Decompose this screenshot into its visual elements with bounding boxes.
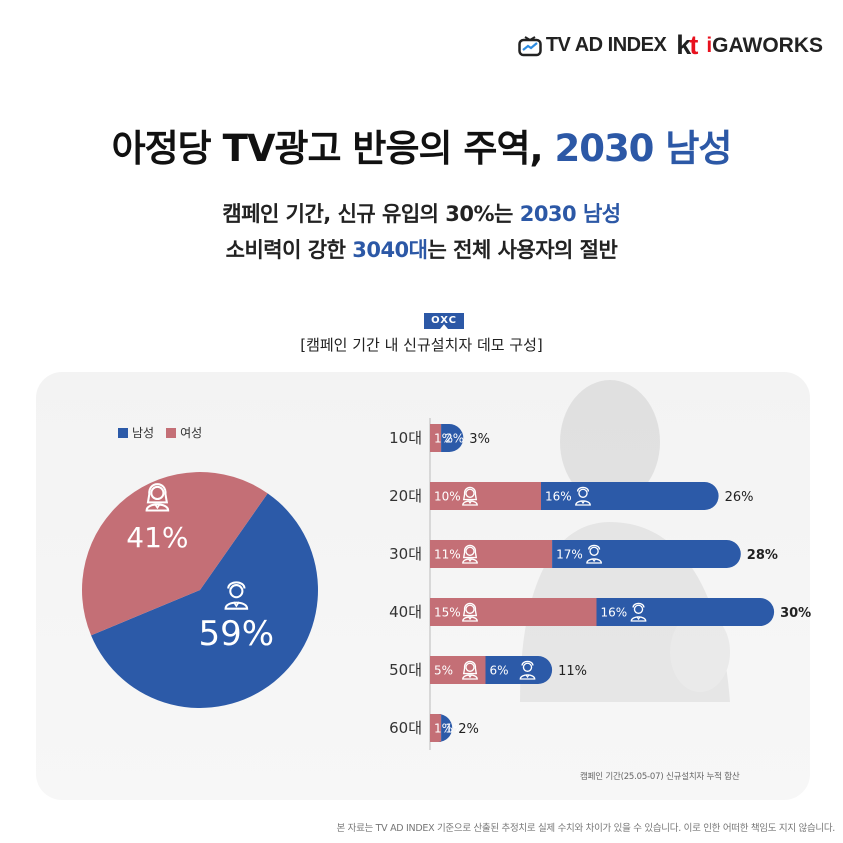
igaworks-logo: iGAWORKS — [706, 33, 823, 57]
legend-item-male: 남성 — [118, 424, 154, 441]
bar-female — [430, 714, 442, 742]
legend-item-female: 여성 — [166, 424, 202, 441]
pie-slice-male — [91, 493, 318, 708]
male-user-icon — [575, 486, 591, 506]
bar-total-label: 3% — [469, 432, 490, 447]
bar-male — [541, 482, 719, 510]
tv-ad-index-text: TV AD INDEX — [545, 34, 667, 56]
bar-label-female: 1% — [434, 722, 453, 736]
tv-icon — [518, 35, 542, 56]
bar-total-label: 28% — [747, 548, 778, 563]
bar-male — [438, 714, 453, 742]
bar-label-female: 1% — [434, 432, 453, 446]
subtitle-line-2: 소비력이 강한 3040대는 전체 사용자의 절반 — [225, 238, 618, 262]
female-user-icon — [462, 544, 478, 564]
legend-swatch-female — [166, 427, 177, 438]
bar-female — [430, 598, 597, 626]
kt-logo: kt — [676, 30, 698, 60]
male-user-icon — [630, 602, 647, 622]
bar-male — [596, 598, 775, 626]
bar-label-female: 15% — [434, 606, 461, 620]
bar-category-label: 10대 — [389, 429, 422, 447]
bar-category-label: 60대 — [389, 719, 422, 737]
bar-female — [430, 482, 541, 510]
female-user-icon — [462, 602, 478, 622]
brand-logos: TV AD INDEX kt iGAWORKS — [518, 30, 823, 61]
bar-total-label: 30% — [780, 606, 811, 621]
section-label: [캠페인 기간 내 신규설치자 데모 구성] — [300, 336, 543, 354]
bar-label-male: 2% — [445, 432, 464, 446]
bar-category-label: 50대 — [389, 661, 422, 679]
bar-label-male: 6% — [490, 664, 509, 678]
bar-male — [441, 424, 464, 452]
disclaimer: 본 자료는 TV AD INDEX 기준으로 산출된 추정치로 실제 수치와 차… — [336, 823, 835, 834]
bar-total-label: 2% — [458, 722, 479, 737]
age-gender-bar-chart: 10대 1%2% 3%20대 10% 16% 26%30대 11% 17% 28%40대 15% 1… — [389, 418, 811, 750]
bar-label-male: 17% — [556, 548, 583, 562]
bar-category-label: 30대 — [389, 545, 422, 563]
oxc-badge: OXC — [424, 313, 464, 329]
tv-ad-index-logo: TV AD INDEX — [518, 34, 667, 57]
pie-legend: 남성 여성 — [118, 424, 202, 441]
male-user-icon — [586, 544, 602, 564]
bar-label-female: 11% — [434, 548, 461, 562]
legend-swatch-male — [118, 427, 128, 438]
pie-male-user-icon — [224, 581, 249, 610]
bar-total-label: 11% — [558, 664, 587, 679]
bar-total-label: 26% — [725, 490, 754, 505]
page-title: 아정당 TV광고 반응의 주역, 2030 남성 — [111, 127, 733, 170]
bar-label-male: 16% — [601, 606, 628, 620]
pie-label-female: 41% — [126, 521, 188, 554]
bar-label-female: 5% — [434, 664, 453, 678]
bar-category-label: 40대 — [389, 603, 422, 621]
female-user-icon — [462, 486, 478, 506]
legend-label-male: 남성 — [132, 426, 155, 440]
pie-female-user-icon — [145, 483, 170, 512]
bar-female — [430, 540, 553, 568]
bar-label-female: 10% — [434, 490, 461, 504]
pie-label-male: 59% — [199, 614, 275, 654]
bar-male — [485, 656, 553, 684]
male-user-icon — [519, 660, 536, 680]
female-user-icon — [462, 660, 478, 680]
bar-label-male: 16% — [545, 490, 572, 504]
page-subtitle: 캠페인 기간, 신규 유입의 30%는 2030 남성 소비력이 강한 3040… — [0, 196, 843, 268]
gender-pie-chart: 59% 41% — [82, 472, 318, 708]
subtitle-line-1: 캠페인 기간, 신규 유입의 30%는 2030 남성 — [222, 202, 621, 226]
bar-category-label: 20대 — [389, 487, 422, 505]
bar-female — [430, 424, 442, 452]
bar-label-male: 1% — [445, 722, 464, 736]
chart-note: 캠페인 기간(25.05-07) 신규설치자 누적 합산 — [580, 772, 740, 782]
legend-label-female: 여성 — [180, 426, 203, 440]
pie-slice-female — [82, 472, 268, 636]
